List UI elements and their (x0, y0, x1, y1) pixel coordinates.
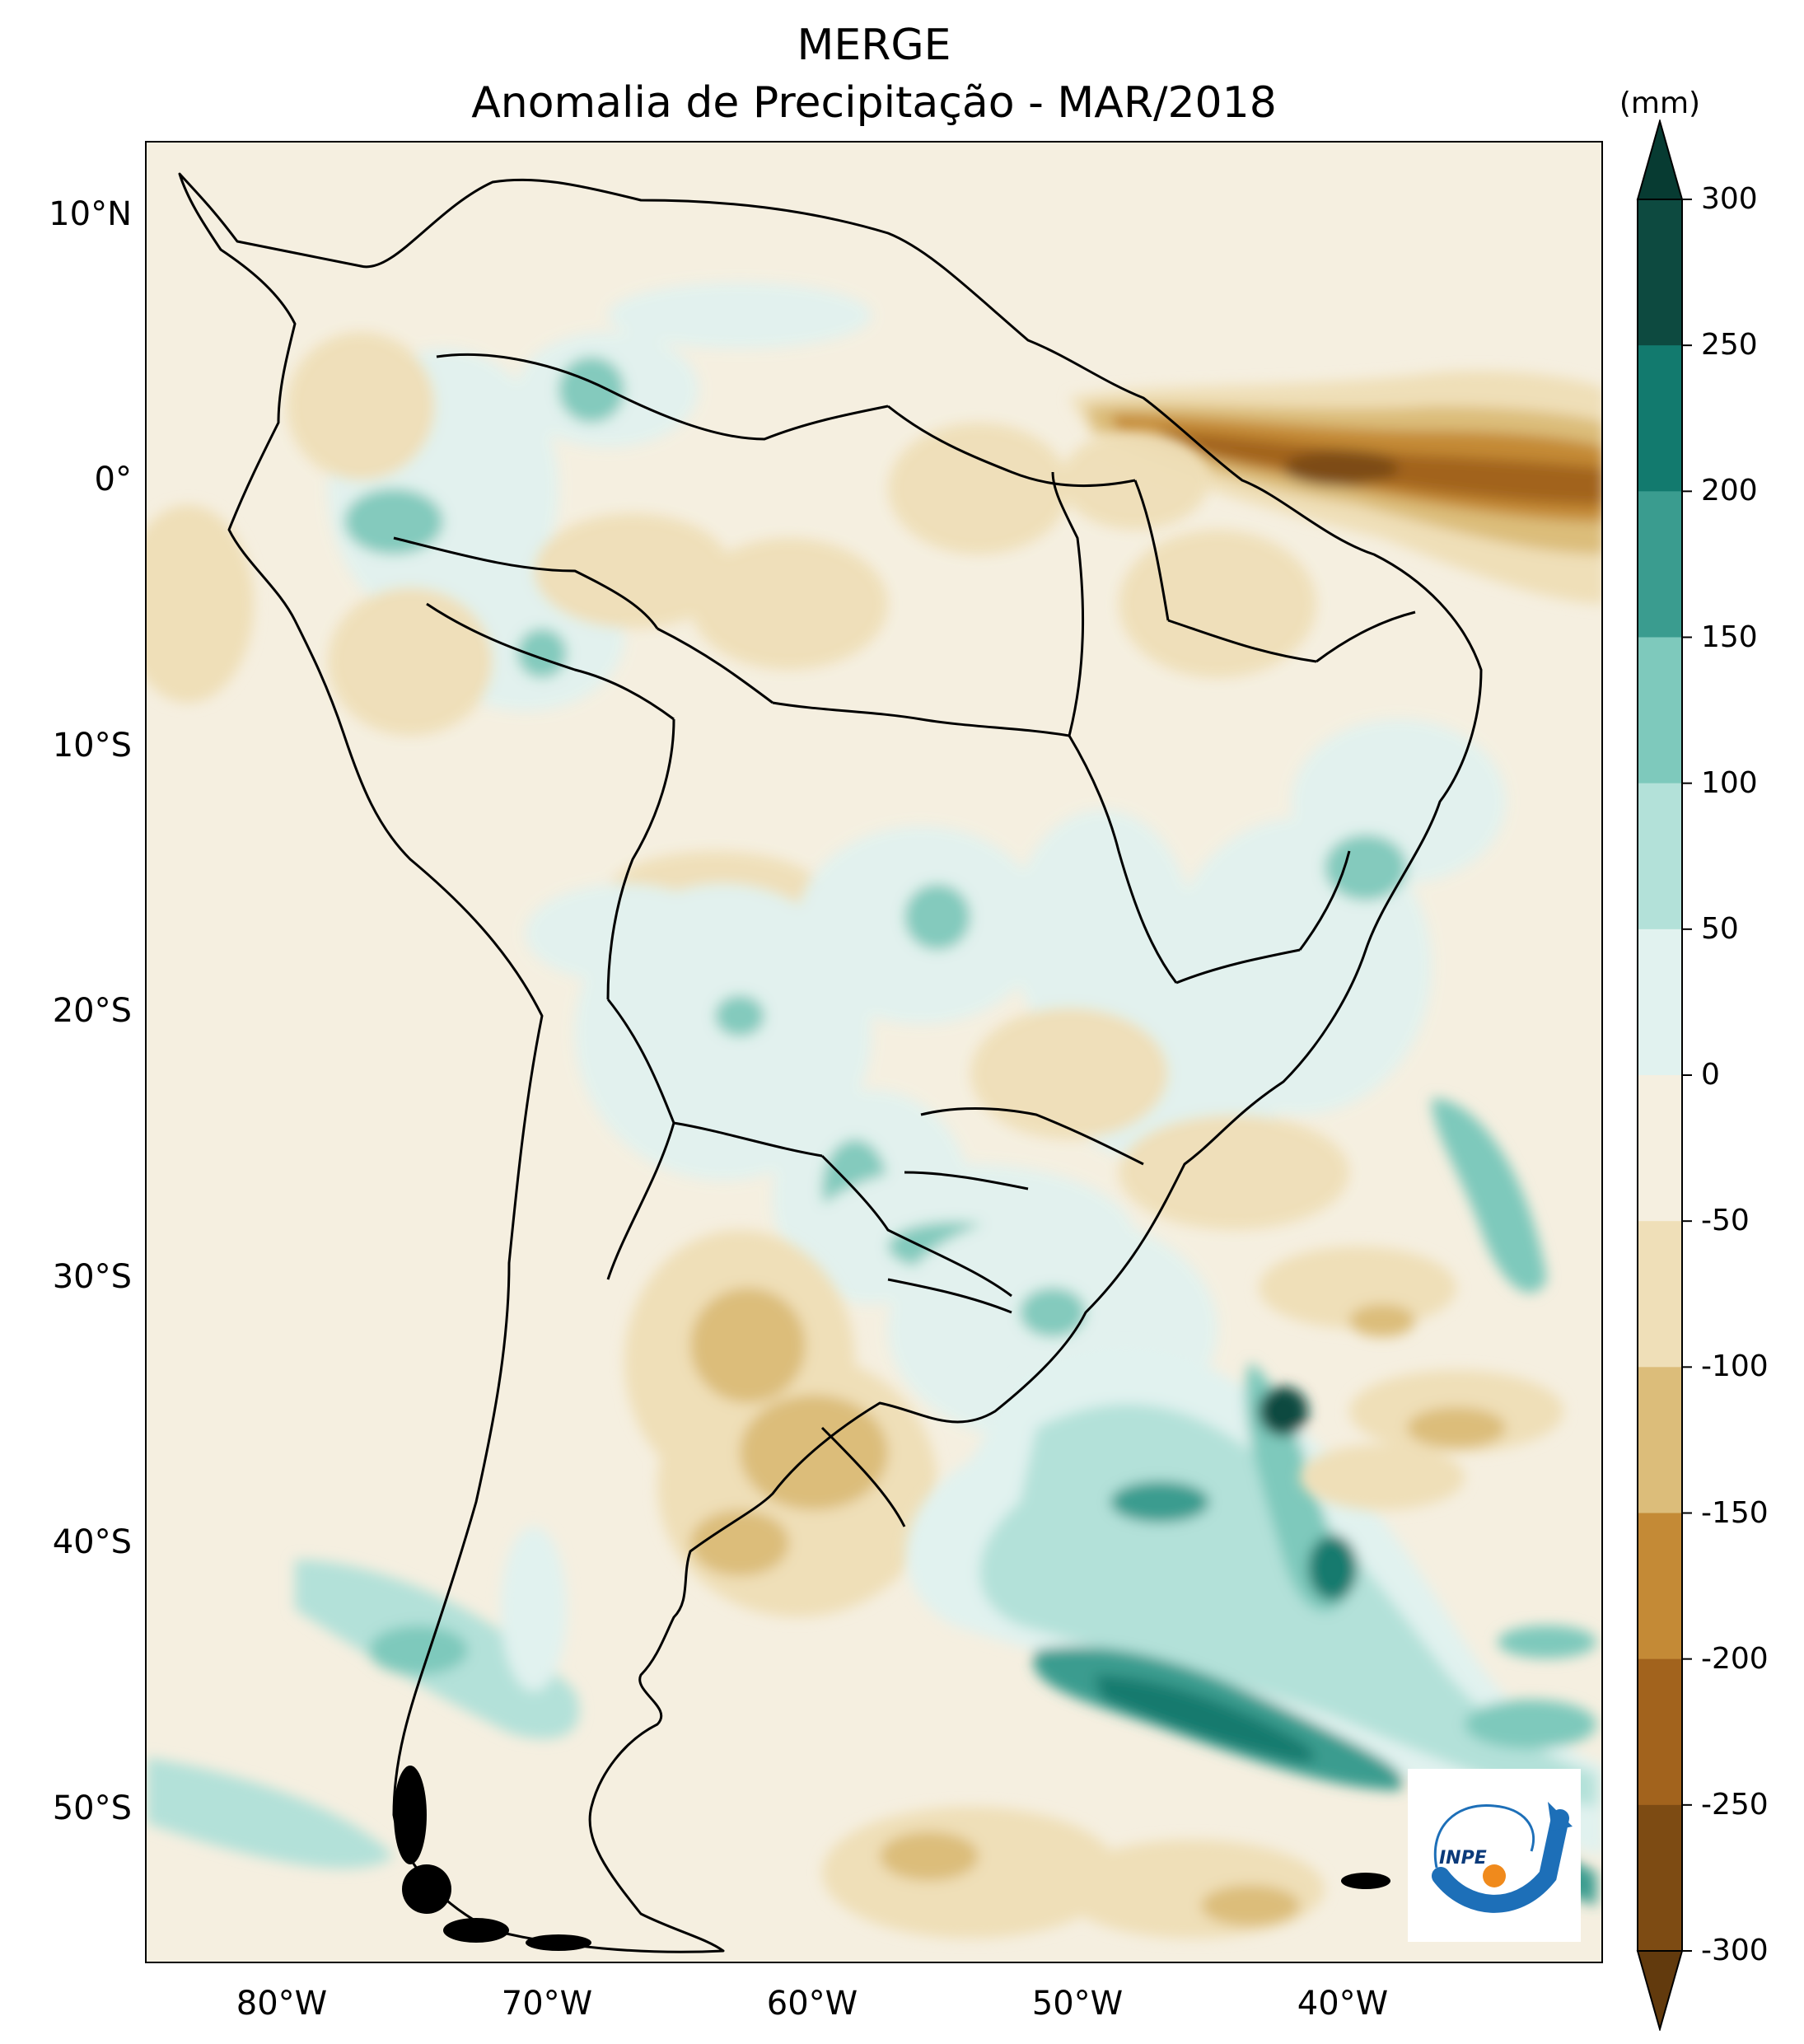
lat-tick-label: 30°S (52, 1258, 132, 1296)
lon-tick-label: 50°W (1031, 1985, 1124, 2023)
colorbar-tick-label: 300 (1701, 182, 1758, 216)
colorbar-tick-label: 200 (1701, 474, 1758, 508)
map-subtitle: Anomalia de Precipitação - MAR/2018 (471, 78, 1277, 128)
colorbar-swatch (1638, 1221, 1682, 1368)
colorbar-swatch (1638, 1658, 1682, 1806)
colorbar-tick-label: 250 (1701, 328, 1758, 362)
negative-anomaly-south-atlantic (147, 505, 1563, 1939)
colorbar-swatch (1638, 1513, 1682, 1660)
lat-tick-label: 10°S (52, 727, 132, 765)
inpe-logo-text: INPE (1439, 1848, 1487, 1869)
colorbar-tick-label: -100 (1701, 1349, 1769, 1384)
colorbar-tick-label: -200 (1701, 1641, 1769, 1676)
map-area (145, 141, 1603, 1963)
colorbar-tick-label: -50 (1701, 1204, 1750, 1238)
coastlines-and-borders (178, 172, 1483, 1953)
lon-tick-label: 60°W (766, 1985, 858, 2023)
inpe-logo-icon: INPE (1432, 1802, 1573, 1913)
colorbar-tick-label: -150 (1701, 1495, 1769, 1530)
colorbar-extend-bottom (1636, 1950, 1684, 2031)
colorbar-swatch (1638, 491, 1682, 638)
colorbar-tick-label: -250 (1701, 1787, 1769, 1822)
lat-tick-label: 10°N (49, 195, 132, 233)
continental-anomalies (287, 283, 1506, 1444)
colorbar-swatch (1638, 1075, 1682, 1222)
colorbar-swatch (1638, 345, 1682, 492)
colorbar-tick-label: -300 (1701, 1934, 1769, 1967)
colorbar-tick-label: 0 (1701, 1058, 1720, 1092)
southern-islands (394, 1766, 1390, 1951)
positive-anomaly-southeast-pacific (147, 1527, 580, 1869)
colorbar-tick-label: 150 (1701, 620, 1758, 654)
lon-tick-label: 80°W (236, 1985, 328, 2023)
colorbar-swatch (1638, 1367, 1682, 1513)
colorbar-swatch (1638, 1804, 1682, 1952)
inpe-logo: INPE (1408, 1769, 1581, 1942)
negative-anomaly-argentina (624, 1230, 937, 1617)
lat-tick-label: 0° (94, 461, 132, 498)
map-title: MERGE (797, 21, 951, 70)
colorbar-swatch (1638, 928, 1682, 1076)
colorbar-swatch (1638, 783, 1682, 930)
colorbar-tick-label: 100 (1701, 765, 1758, 800)
colorbar-tick-label: 50 (1701, 911, 1739, 946)
colorbar-swatch (1638, 199, 1682, 346)
colorbar (1636, 119, 1692, 2031)
colorbar-extend-top (1636, 119, 1684, 200)
lon-tick-label: 70°W (501, 1985, 593, 2023)
negative-anomaly-north-atlantic (1069, 371, 1601, 604)
lon-tick-label: 40°W (1297, 1985, 1389, 2023)
lat-tick-label: 40°S (52, 1523, 132, 1561)
anomaly-map (147, 143, 1601, 1962)
colorbar-unit: (mm) (1619, 87, 1701, 120)
lat-tick-label: 50°S (52, 1789, 132, 1827)
lat-tick-label: 20°S (52, 992, 132, 1030)
colorbar-swatch (1638, 637, 1682, 784)
